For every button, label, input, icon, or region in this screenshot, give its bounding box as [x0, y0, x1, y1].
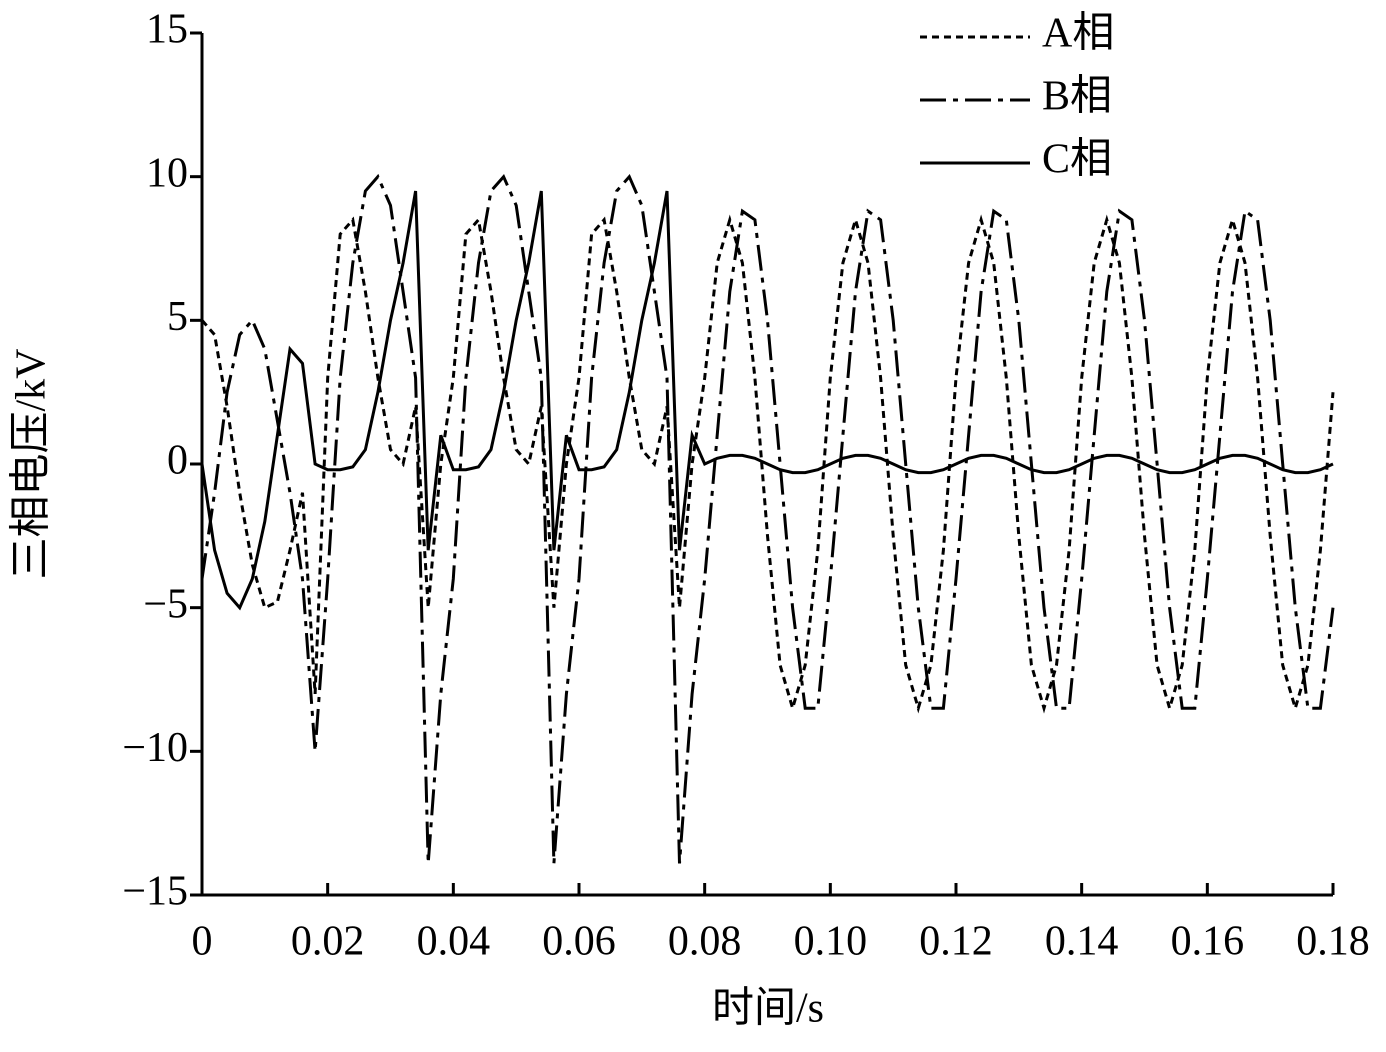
x-tick-label: 0.14 — [1045, 919, 1119, 965]
x-tick-label: 0.02 — [291, 919, 365, 965]
x-tick-label: 0.12 — [919, 919, 993, 965]
y-tick-label: 10 — [146, 150, 188, 196]
y-tick-label: −5 — [143, 581, 188, 627]
y-tick-label: −15 — [122, 869, 188, 915]
y-tick-label: −10 — [122, 725, 188, 771]
y-tick-label: 15 — [146, 7, 188, 53]
x-tick-label: 0.06 — [542, 919, 616, 965]
x-tick-label: 0.08 — [668, 919, 742, 965]
y-tick-label: 0 — [167, 438, 188, 484]
y-tick-label: 5 — [167, 294, 188, 340]
x-tick-label: 0.16 — [1171, 919, 1245, 965]
y-axis-label: 三相电压/kV — [9, 348, 55, 579]
x-tick-label: 0.18 — [1296, 919, 1370, 965]
x-tick-label: 0.10 — [794, 919, 868, 965]
x-tick-label: 0 — [192, 919, 213, 965]
x-tick-label: 0.04 — [417, 919, 491, 965]
legend-label: A相 — [1042, 11, 1114, 57]
legend-label: B相 — [1042, 74, 1112, 120]
series-line — [200, 173, 1335, 864]
series-line — [200, 214, 1335, 714]
series-line — [200, 190, 1334, 611]
legend-label: C相 — [1042, 137, 1112, 183]
x-axis-label: 时间/s — [712, 986, 824, 1032]
